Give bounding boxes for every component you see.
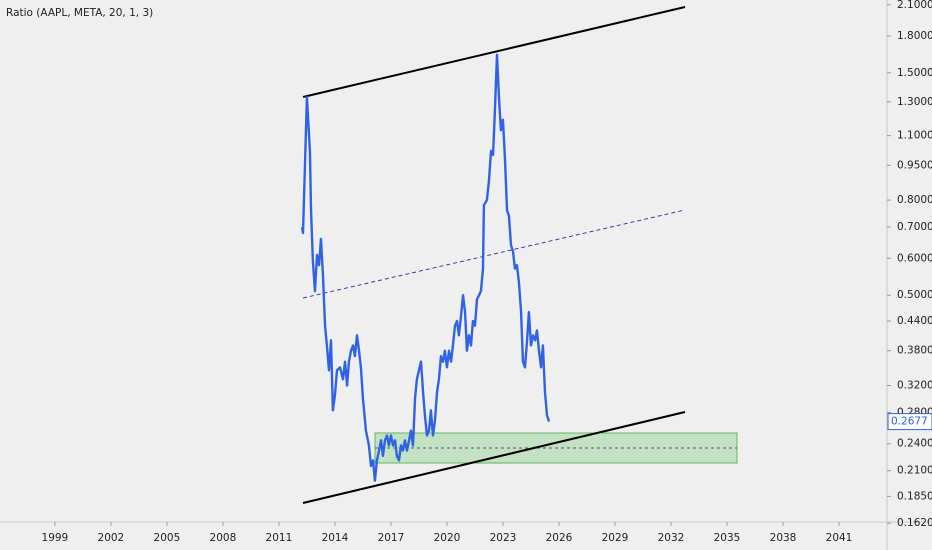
last-value-box xyxy=(887,413,932,431)
y-tick-label: 1.8000 xyxy=(897,30,932,42)
y-tick-label: 1.1000 xyxy=(897,130,932,142)
y-tick-label: 2.1000 xyxy=(897,0,932,11)
x-tick-label: 2008 xyxy=(210,532,237,544)
y-tick-label: 0.7000 xyxy=(897,221,932,233)
x-tick-label: 2029 xyxy=(602,532,629,544)
x-tick-label: 2017 xyxy=(378,532,405,544)
channel-midline xyxy=(302,209,686,299)
x-tick-label: 1999 xyxy=(42,532,69,544)
x-tick-label: 2002 xyxy=(98,532,125,544)
y-tick-label: 0.3800 xyxy=(897,345,932,357)
y-tick-label: 0.8000 xyxy=(897,194,932,206)
x-tick-label: 2014 xyxy=(322,532,349,544)
y-tick-label: 0.2400 xyxy=(897,438,932,450)
last-value-label: 0.2677 xyxy=(891,416,928,428)
x-tick-label: 2035 xyxy=(714,532,741,544)
x-tick-label: 2020 xyxy=(434,532,461,544)
x-tick-label: 2011 xyxy=(266,532,293,544)
x-tick-label: 2023 xyxy=(490,532,517,544)
x-tick-label: 2005 xyxy=(154,532,181,544)
y-tick-label: 0.6000 xyxy=(897,252,932,264)
x-tick-label: 2038 xyxy=(770,532,797,544)
y-tick-label: 0.5000 xyxy=(897,289,932,301)
chart-title: Ratio (AAPL, META, 20, 1, 3) xyxy=(6,7,153,19)
y-tick-label: 0.2100 xyxy=(897,465,932,477)
upper-trendline xyxy=(302,6,686,98)
x-tick-label: 2032 xyxy=(658,532,685,544)
y-tick-label: 0.9500 xyxy=(897,159,932,171)
y-tick-label: 0.1850 xyxy=(897,490,932,502)
y-tick-label: 1.3000 xyxy=(897,96,932,108)
y-tick-label: 0.3200 xyxy=(897,379,932,391)
y-tick-label: 0.4400 xyxy=(897,315,932,327)
x-tick-label: 2041 xyxy=(826,532,853,544)
y-tick-label: 0.1620 xyxy=(897,517,932,529)
y-tick-label: 1.5000 xyxy=(897,67,932,79)
x-tick-label: 2026 xyxy=(546,532,573,544)
series-line xyxy=(300,53,551,482)
lower-trendline xyxy=(302,411,686,504)
